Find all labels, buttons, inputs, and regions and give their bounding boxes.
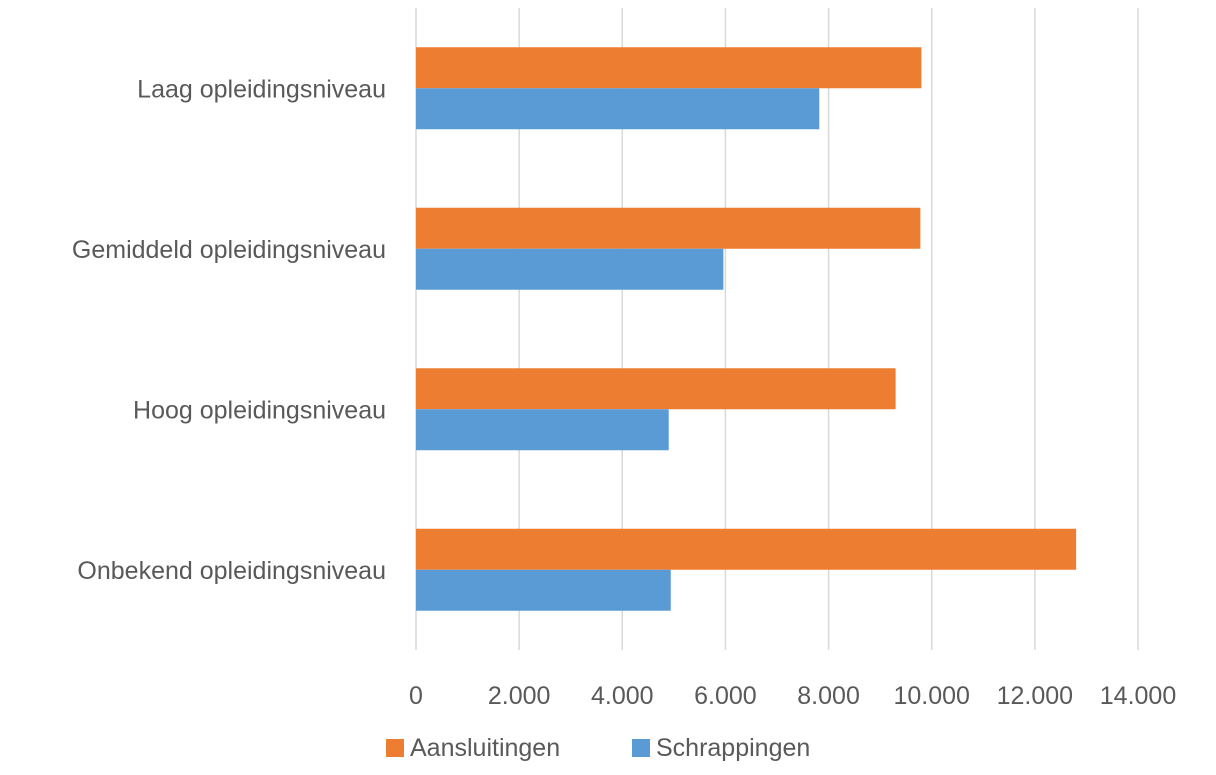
category-label: Onbekend opleidingsniveau (77, 557, 386, 585)
category-labels: Laag opleidingsniveau Gemiddeld opleiding… (72, 75, 386, 585)
bar-aansluitingen-onbekend-opleidingsniveau (416, 528, 1077, 570)
x-tick-label: 2.000 (488, 682, 551, 710)
x-tick-label: 4.000 (591, 682, 654, 710)
x-axis-tick-labels: 0 2.000 4.000 6.000 8.000 10.000 12.000 14.000 (409, 682, 1176, 710)
bars (416, 47, 1077, 611)
bar-aansluitingen-laag-opleidingsniveau (416, 47, 922, 89)
x-tick-label: 0 (409, 682, 423, 710)
legend: Aansluitingen Schrappingen (386, 734, 810, 762)
bar-aansluitingen-gemiddeld-opleidingsniveau (416, 207, 921, 249)
bar-schrappingen-laag-opleidingsniveau (416, 88, 820, 130)
bar-schrappingen-onbekend-opleidingsniveau (416, 569, 671, 611)
category-label: Laag opleidingsniveau (137, 75, 386, 103)
x-tick-label: 8.000 (797, 682, 860, 710)
bar-schrappingen-gemiddeld-opleidingsniveau (416, 248, 724, 290)
bar-schrappingen-hoog-opleidingsniveau (416, 409, 669, 451)
x-tick-label: 6.000 (694, 682, 757, 710)
legend-swatch-aansluitingen (386, 739, 404, 757)
x-tick-label: 14.000 (1100, 682, 1176, 710)
legend-swatch-schrappingen (632, 739, 650, 757)
bar-aansluitingen-hoog-opleidingsniveau (416, 368, 896, 410)
category-label: Hoog opleidingsniveau (133, 396, 386, 424)
category-label: Gemiddeld opleidingsniveau (72, 236, 386, 264)
x-tick-label: 12.000 (997, 682, 1073, 710)
x-tick-label: 10.000 (893, 682, 969, 710)
legend-label-aansluitingen: Aansluitingen (410, 734, 560, 762)
legend-label-schrappingen: Schrappingen (656, 734, 810, 762)
